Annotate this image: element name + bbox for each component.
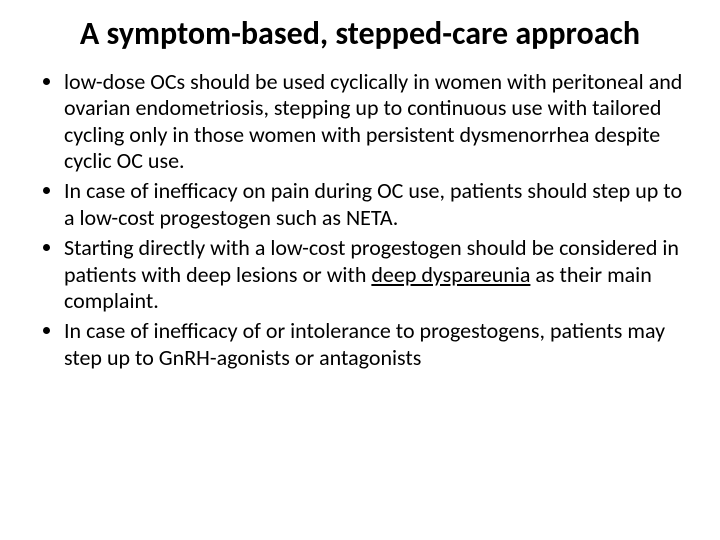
- bullet-list: low-dose OCs should be used cyclically i…: [36, 69, 684, 371]
- bullet-text: In case of inefficacy of or intolerance …: [64, 317, 665, 370]
- list-item: Starting directly with a low-cost proges…: [64, 235, 684, 314]
- slide: A symptom-based, stepped-care approach l…: [0, 0, 720, 540]
- bullet-text: In case of inefficacy on pain during OC …: [64, 177, 682, 230]
- bullet-text-underlined: deep dyspareunia: [371, 261, 530, 288]
- bullet-text: low-dose OCs should be used cyclically i…: [64, 68, 682, 174]
- list-item: In case of inefficacy on pain during OC …: [64, 178, 684, 231]
- slide-title: A symptom-based, stepped-care approach: [36, 16, 684, 53]
- list-item: In case of inefficacy of or intolerance …: [64, 318, 684, 371]
- list-item: low-dose OCs should be used cyclically i…: [64, 69, 684, 175]
